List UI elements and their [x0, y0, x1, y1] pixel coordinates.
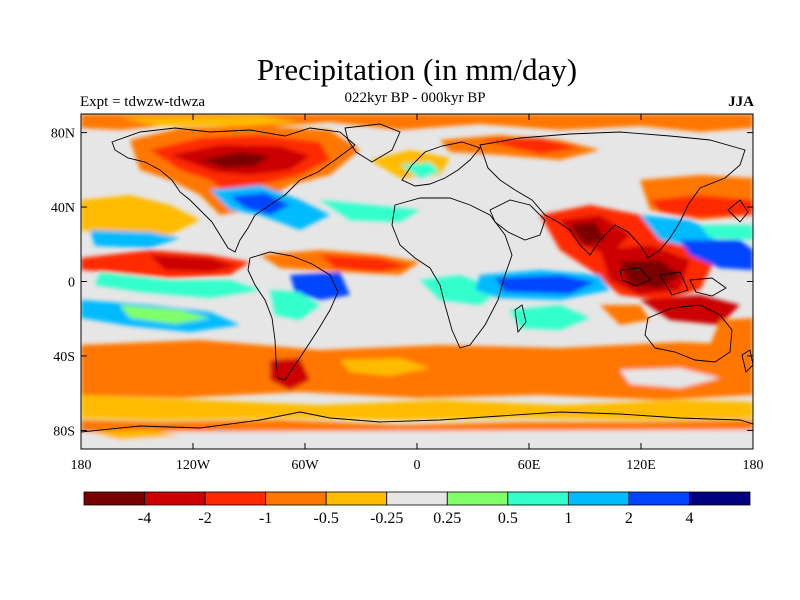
lon-tick-label: 120W [176, 458, 211, 473]
lon-tick-label: 60W [291, 458, 319, 473]
colorbar-label: -2 [198, 510, 211, 527]
field-region [120, 116, 300, 126]
field-region [81, 420, 753, 432]
field-region [480, 138, 580, 154]
field-region [90, 430, 180, 440]
coastline-greenland [344, 123, 401, 163]
field-region [400, 162, 440, 178]
experiment-label: Expt = tdwzw-tdwza [80, 94, 206, 110]
coastline-island [619, 267, 651, 287]
field-region [600, 305, 650, 325]
field-region [81, 395, 753, 420]
coastline-new-zealand [741, 349, 753, 373]
field-region [700, 225, 753, 240]
coastline-asia [479, 131, 746, 259]
colorbar-swatch [83, 491, 145, 506]
field-region [570, 222, 605, 245]
lon-tick-label: 180 [71, 458, 92, 473]
coastline-madagascar [514, 304, 527, 334]
coastline-arabia [489, 199, 546, 241]
coastline-island [689, 277, 727, 297]
field-region [320, 255, 410, 272]
field-region [340, 358, 430, 376]
coastline-south-america [247, 251, 339, 381]
field-region [81, 430, 753, 449]
coastline-australia [644, 304, 733, 363]
colorbar-label: 1 [564, 510, 572, 527]
colorbar-swatch [204, 491, 267, 506]
period-label: 022kyr BP - 000kyr BP [344, 90, 486, 106]
map-field [81, 114, 753, 449]
field-region [270, 290, 320, 320]
field-region [200, 152, 270, 168]
field-region [620, 368, 720, 388]
colorbar-swatch [507, 491, 569, 506]
field-region [620, 260, 680, 288]
colorbar-label: -1 [259, 510, 272, 527]
colorbar-swatch [386, 491, 448, 506]
field-region [150, 255, 235, 272]
colorbar-swatch [144, 491, 206, 506]
field-region [650, 195, 753, 218]
lat-tick-label: 0 [68, 276, 75, 291]
coastline-europe [401, 141, 481, 187]
lon-tick-label: 0 [414, 458, 421, 473]
coastlines [81, 123, 753, 433]
lon-tick-label: 60E [518, 458, 541, 473]
coastline-africa [391, 197, 513, 349]
field-region [230, 193, 290, 215]
colorbar-swatch [265, 491, 327, 506]
lat-tick-label: 80N [51, 127, 75, 142]
coastline-japan [727, 199, 749, 223]
longitude-axis: 180 120W 60W 0 60E 120E 180 [71, 114, 764, 473]
colorbar-label: 0.5 [498, 510, 518, 527]
colorbar-swatch [689, 491, 751, 506]
lat-tick-label: 40N [51, 201, 75, 216]
lon-tick-label: 120E [626, 458, 656, 473]
field-region [81, 195, 200, 240]
colorbar-swatch [567, 491, 630, 506]
colorbar-swatch [628, 491, 690, 506]
field-region [680, 240, 753, 270]
field-region [510, 305, 590, 330]
field-region [320, 200, 420, 222]
precip-anomaly-field [81, 114, 753, 449]
colorbar-label: -0.25 [370, 510, 403, 527]
field-region [290, 272, 350, 300]
field-region [90, 230, 180, 248]
colorbar-label: 2 [625, 510, 633, 527]
field-region [495, 275, 595, 294]
field-region [640, 295, 740, 325]
lat-tick-label: 40S [53, 350, 75, 365]
colorbar-label: -4 [138, 510, 151, 527]
field-region [120, 305, 210, 324]
lat-tick-label: 80S [53, 424, 75, 439]
colorbar-swatch [325, 491, 388, 506]
lon-tick-label: 180 [743, 458, 764, 473]
coastline-north-america [111, 127, 356, 253]
coastline-island [659, 271, 689, 296]
colorbar: -4 -2 -1 -0.5 -0.25 0.25 0.5 1 2 4 [83, 491, 751, 527]
map-title: Precipitation (in mm/day) [256, 52, 578, 87]
colorbar-label: 4 [685, 510, 693, 527]
field-region [95, 272, 260, 298]
latitude-axis: 80N 40N 0 40S 80S [51, 127, 753, 439]
colorbar-label: 0.25 [433, 510, 461, 527]
field-region [270, 358, 310, 390]
coastline-antarctica [81, 411, 753, 433]
colorbar-label: -0.5 [314, 510, 339, 527]
colorbar-swatch [446, 491, 509, 506]
season-label: JJA [728, 94, 754, 110]
